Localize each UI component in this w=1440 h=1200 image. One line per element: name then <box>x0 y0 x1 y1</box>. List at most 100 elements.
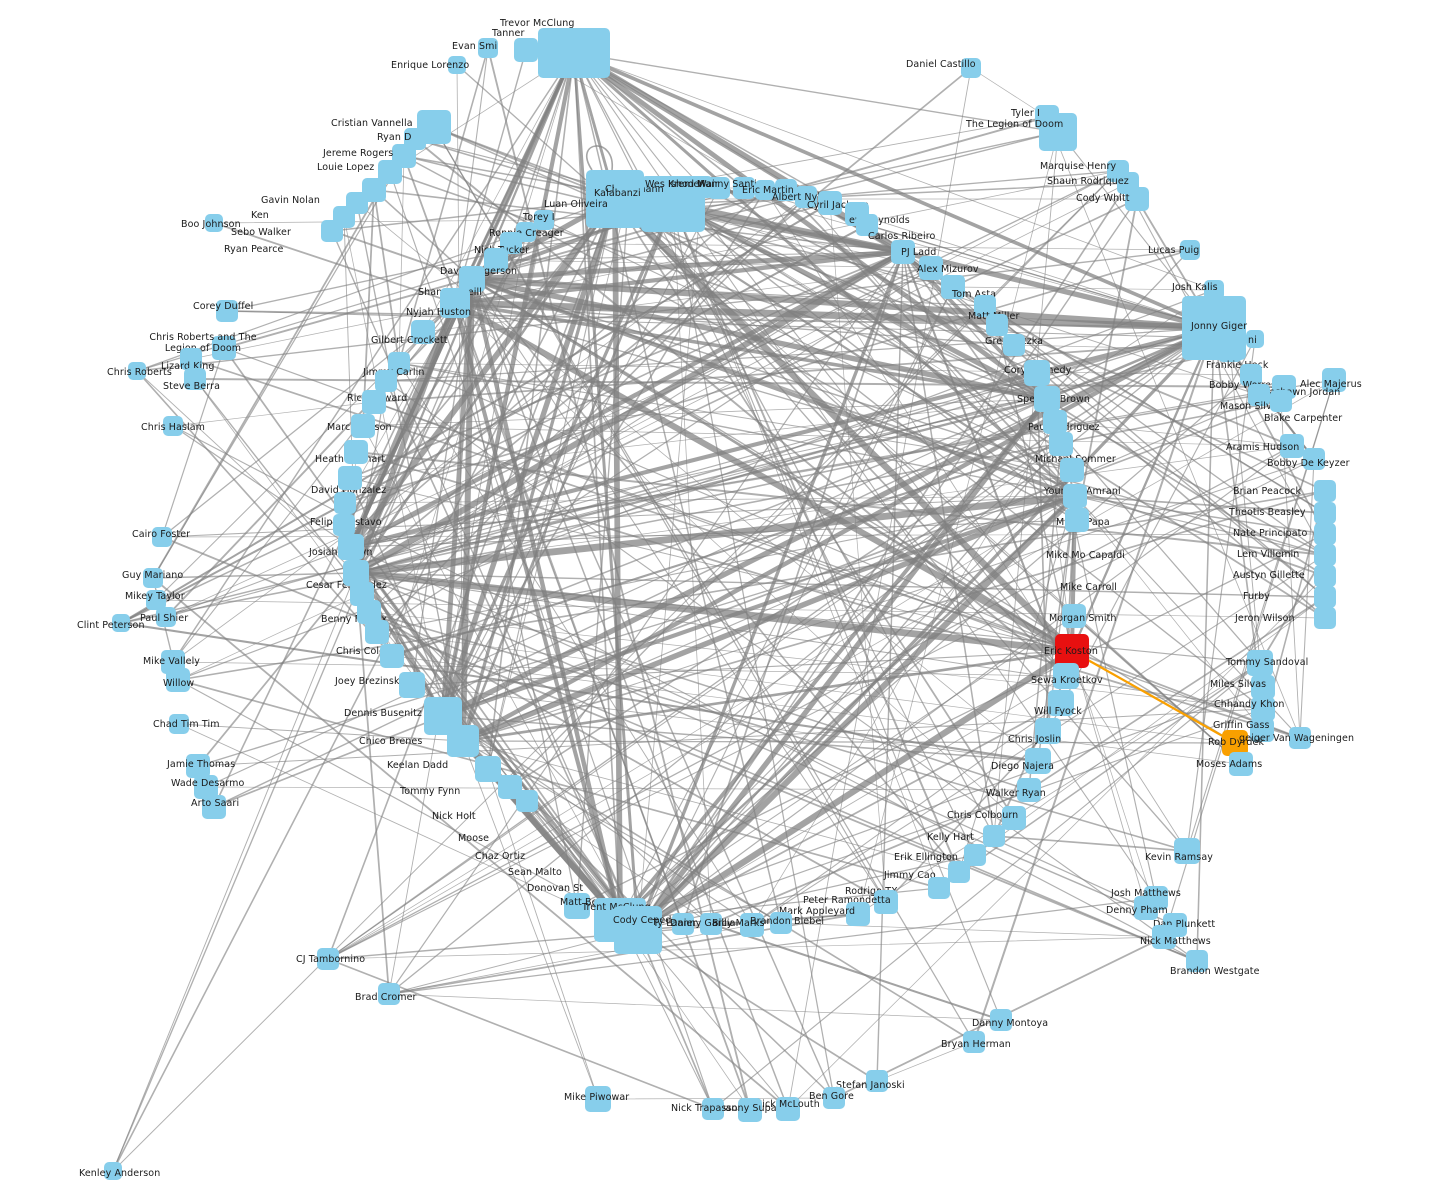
graph-node[interactable] <box>1250 718 1274 742</box>
graph-node[interactable] <box>380 644 404 668</box>
graph-node[interactable] <box>983 825 1005 847</box>
graph-node[interactable] <box>538 28 610 78</box>
graph-node[interactable] <box>733 177 755 199</box>
graph-node[interactable] <box>516 790 538 812</box>
graph-node[interactable] <box>740 913 764 937</box>
graph-node[interactable] <box>990 1009 1012 1031</box>
graph-node[interactable] <box>343 560 369 586</box>
graph-node[interactable] <box>205 214 223 232</box>
graph-node[interactable] <box>614 906 662 954</box>
graph-node[interactable] <box>212 336 236 360</box>
graph-node[interactable] <box>1314 523 1336 545</box>
graph-node[interactable] <box>365 620 389 644</box>
graph-node[interactable] <box>1218 338 1242 362</box>
graph-node[interactable] <box>344 440 368 464</box>
graph-node[interactable] <box>166 668 190 692</box>
graph-node[interactable] <box>143 568 163 588</box>
graph-node[interactable] <box>334 492 356 514</box>
graph-node[interactable] <box>874 890 898 914</box>
graph-node[interactable] <box>1043 410 1067 434</box>
graph-node[interactable] <box>891 240 915 264</box>
graph-node[interactable] <box>700 913 722 935</box>
graph-node[interactable] <box>163 416 183 436</box>
graph-node[interactable] <box>919 256 943 280</box>
graph-node[interactable] <box>708 177 730 199</box>
graph-node[interactable] <box>948 861 970 883</box>
graph-node[interactable] <box>1062 604 1086 628</box>
graph-node[interactable] <box>484 248 508 272</box>
graph-node[interactable] <box>1034 386 1060 412</box>
graph-node[interactable] <box>514 38 538 62</box>
graph-node[interactable] <box>1246 330 1264 348</box>
graph-node[interactable] <box>338 534 364 560</box>
graph-node[interactable] <box>775 179 797 201</box>
graph-node[interactable] <box>1248 384 1270 406</box>
graph-node[interactable] <box>986 314 1008 336</box>
graph-node[interactable] <box>475 756 501 782</box>
graph-node[interactable] <box>1186 950 1208 972</box>
graph-node[interactable] <box>941 275 965 299</box>
graph-node[interactable] <box>963 1031 985 1053</box>
graph-node[interactable] <box>818 191 842 215</box>
graph-node[interactable] <box>1251 697 1275 721</box>
graph-node[interactable] <box>1152 925 1176 949</box>
graph-node[interactable] <box>961 58 981 78</box>
graph-node[interactable] <box>1289 727 1311 749</box>
graph-node[interactable] <box>1180 240 1200 260</box>
graph-node[interactable] <box>1003 334 1025 356</box>
graph-node[interactable] <box>112 614 130 632</box>
graph-node[interactable] <box>184 368 206 390</box>
graph-node[interactable] <box>1204 280 1224 300</box>
graph-node[interactable] <box>388 352 410 374</box>
graph-node[interactable] <box>1314 565 1336 587</box>
graph-node[interactable] <box>1049 432 1073 456</box>
graph-node[interactable] <box>362 390 386 414</box>
graph-node[interactable] <box>1060 458 1084 482</box>
graph-node[interactable] <box>702 1098 724 1120</box>
graph-node[interactable] <box>564 893 590 919</box>
graph-node[interactable] <box>1314 607 1336 629</box>
graph-node[interactable] <box>186 754 210 778</box>
graph-node[interactable] <box>156 607 176 627</box>
graph-node[interactable] <box>1039 113 1077 151</box>
graph-node[interactable] <box>1002 806 1026 830</box>
graph-node[interactable] <box>375 370 397 392</box>
graph-node[interactable] <box>1240 364 1262 386</box>
graph-node[interactable] <box>823 1087 845 1109</box>
graph-node[interactable] <box>1314 480 1336 502</box>
graph-node[interactable] <box>1025 748 1051 774</box>
graph-node[interactable] <box>691 176 713 198</box>
graph-node[interactable] <box>964 844 986 866</box>
graph-node[interactable] <box>180 348 202 370</box>
graph-node[interactable] <box>755 180 775 200</box>
graph-node[interactable] <box>770 912 792 934</box>
graph-node[interactable] <box>866 1070 888 1092</box>
graph-node[interactable] <box>440 288 470 318</box>
graph-node[interactable] <box>1280 434 1304 458</box>
graph-node[interactable] <box>1314 502 1336 524</box>
graph-node[interactable] <box>1251 675 1275 699</box>
graph-node[interactable] <box>776 1097 800 1121</box>
graph-node[interactable] <box>1063 484 1087 508</box>
graph-node[interactable] <box>338 466 362 490</box>
graph-node[interactable] <box>585 1086 611 1112</box>
graph-node[interactable] <box>1247 650 1273 676</box>
graph-node[interactable] <box>378 983 400 1005</box>
graph-node[interactable] <box>321 220 343 242</box>
graph-node[interactable] <box>169 714 189 734</box>
graph-node[interactable] <box>202 795 226 819</box>
graph-node[interactable] <box>1314 586 1336 608</box>
graph-node[interactable] <box>1024 360 1050 386</box>
graph-node[interactable] <box>351 414 375 438</box>
graph-node[interactable] <box>974 295 996 317</box>
graph-node[interactable] <box>146 590 166 610</box>
graph-node[interactable] <box>1174 838 1200 864</box>
graph-node[interactable] <box>478 38 498 58</box>
graph-node[interactable] <box>459 266 485 292</box>
graph-node[interactable] <box>1048 690 1074 716</box>
graph-node[interactable] <box>1035 718 1061 744</box>
graph-node[interactable] <box>447 725 479 757</box>
graph-node[interactable] <box>317 948 339 970</box>
graph-node[interactable] <box>1017 778 1041 802</box>
